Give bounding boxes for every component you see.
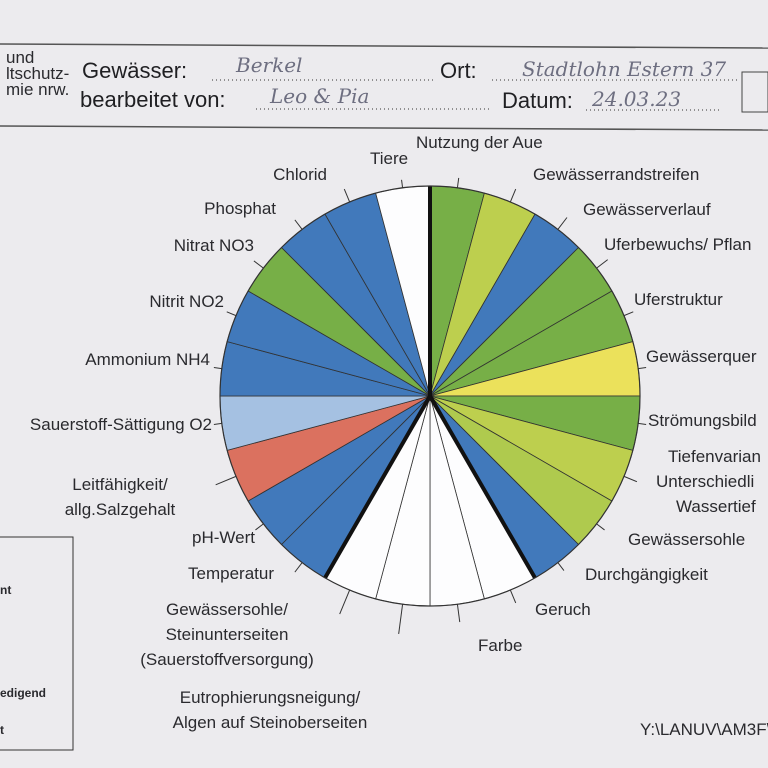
leader-line [294,219,303,230]
field-label: Datum: [502,88,573,113]
segment-label: Steinunterseiten [166,625,289,644]
leader-line [596,259,609,269]
leader-line [226,311,237,317]
segment-label: Nutzung der Aue [416,133,543,152]
leader-line [215,475,237,486]
segment-label: pH-Wert [192,528,255,547]
org-text: mie nrw. [6,80,69,99]
segment-label: Gewässersohle/ [166,600,288,619]
field-value: Berkel [235,53,302,77]
segment-label: Durchgängigkeit [585,565,708,584]
segment-label: Uferbewuchs/ Pflan [604,235,751,254]
segment-label: Gewässerrandstreifen [533,165,699,184]
field-label: bearbeitet von: [80,87,226,112]
leader-line [253,260,264,269]
legend-text: t [0,723,4,737]
segment-label: Geruch [535,600,591,619]
field-label: Ort: [440,58,477,83]
segment-label: Strömungsbild [648,411,757,430]
legend-box [0,536,74,751]
leader-line [343,188,351,203]
leader-line [509,188,517,203]
field-label: Gewässer: [82,58,187,83]
field-value: Stadtlohn Estern 37 [522,57,726,81]
header-rule [0,125,768,131]
segment-label: Phosphat [204,199,276,218]
wheel [213,177,647,635]
segment-label: Gewässerverlauf [583,200,711,219]
leader-line [509,589,517,604]
truck-icon [741,71,768,113]
legend-text: edigend [0,686,46,700]
segment-label: Gewässersohle [628,530,745,549]
leader-line [557,217,568,230]
legend-text: nt [0,583,11,597]
leader-line [255,523,264,531]
wheel-rim [219,185,641,607]
leader-line [401,179,404,188]
leader-line [213,422,222,425]
leader-line [398,604,404,635]
leader-line [294,562,303,573]
segment-label: Uferstruktur [634,290,723,309]
segment-label: Leitfähigkeit/ [72,475,168,494]
thick-divider [428,395,537,579]
segment-label: Eutrophierungsneigung/ [180,688,361,707]
footer-path: Y:\LANUV\AM3F\B35\Projekte\LUMBRICUS\was… [640,720,768,739]
leader-line [596,523,605,531]
leader-line [213,367,222,370]
leader-line [623,311,634,317]
segment-label: Wassertief [676,497,756,516]
segment-label: Sauerstoff-Sättigung O2 [30,415,212,434]
segment-label: Algen auf Steinoberseiten [173,713,368,732]
segment-label: (Sauerstoffversorgung) [140,650,314,669]
org-text: und [6,48,34,67]
leader-line [339,589,351,615]
segment-label: Tiefenvarian [668,447,761,466]
segment-label: Gewässerquer [646,347,757,366]
segment-label: Temperatur [188,564,274,583]
segment-label: Chlorid [273,165,327,184]
segment-label: Ammonium NH4 [85,350,210,369]
segment-label: Farbe [478,636,522,655]
segment-label: allg.Salzgehalt [65,500,176,519]
segment-label: Nitrit NO2 [149,292,224,311]
field-value: 24.03.23 [591,87,681,111]
leader-line [456,177,460,188]
leader-line [623,475,638,483]
segment-label: Unterschiedli [656,472,754,491]
header-rule [0,43,768,49]
field-value: Leo & Pia [269,84,369,108]
segment-label: Nitrat NO3 [174,236,254,255]
leader-line [638,367,647,370]
segment-label: Tiere [370,149,408,168]
leader-line [557,562,565,571]
leader-line [638,422,647,425]
leader-line [456,604,461,623]
org-text: ltschutz- [6,64,69,83]
thick-divider [323,395,432,579]
